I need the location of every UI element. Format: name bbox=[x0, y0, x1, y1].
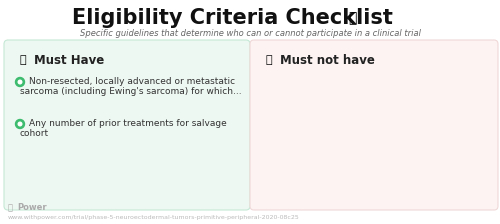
Text: Any number of prior treatments for salvage: Any number of prior treatments for salva… bbox=[29, 119, 227, 129]
Text: 👍: 👍 bbox=[20, 55, 26, 65]
Text: Must not have: Must not have bbox=[280, 54, 375, 67]
Circle shape bbox=[18, 122, 22, 126]
Text: sarcoma (including Ewing's sarcoma) for which...: sarcoma (including Ewing's sarcoma) for … bbox=[20, 86, 242, 95]
Text: Non-resected, locally advanced or metastatic: Non-resected, locally advanced or metast… bbox=[29, 78, 235, 86]
Circle shape bbox=[16, 78, 24, 86]
FancyBboxPatch shape bbox=[250, 40, 498, 210]
Text: Specific guidelines that determine who can or cannot participate in a clinical t: Specific guidelines that determine who c… bbox=[80, 30, 420, 39]
Text: Power: Power bbox=[17, 203, 46, 213]
FancyBboxPatch shape bbox=[4, 40, 250, 210]
Text: ᯾: ᯾ bbox=[8, 203, 13, 213]
Text: Eligibility Criteria Checklist: Eligibility Criteria Checklist bbox=[72, 8, 392, 28]
Text: www.withpower.com/trial/phase-5-neuroectodermal-tumors-primitive-peripheral-2020: www.withpower.com/trial/phase-5-neuroect… bbox=[8, 215, 300, 220]
Text: 📋: 📋 bbox=[348, 11, 356, 25]
Text: cohort: cohort bbox=[20, 129, 49, 138]
Circle shape bbox=[18, 80, 22, 84]
Text: 👎: 👎 bbox=[266, 55, 272, 65]
Text: Must Have: Must Have bbox=[34, 54, 104, 67]
Circle shape bbox=[16, 119, 24, 129]
